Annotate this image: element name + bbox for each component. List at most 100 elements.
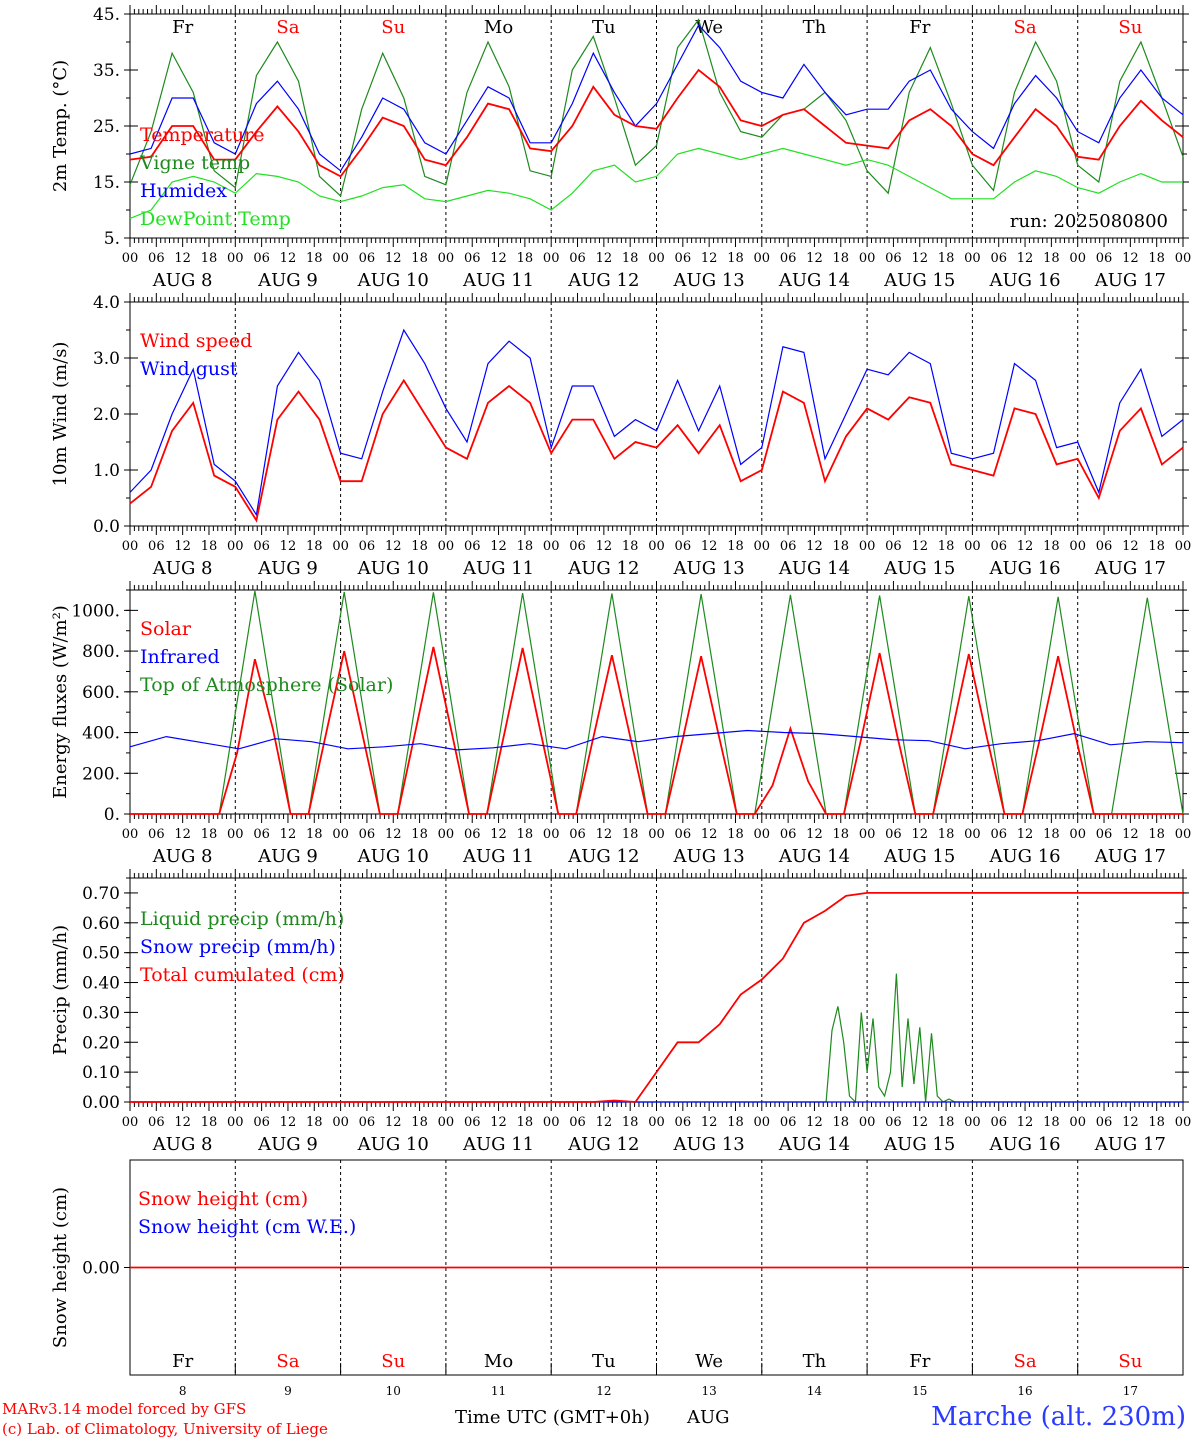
x-axis-label: Time UTC (GMT+0h)	[455, 1407, 650, 1428]
date-label: AUG 12	[567, 846, 639, 867]
hour-tick-label: 18	[1148, 251, 1165, 266]
x-axis-month: AUG	[686, 1407, 730, 1428]
legend-entry: Solar	[140, 618, 192, 640]
y-axis-label: Energy fluxes (W/m²)	[50, 605, 71, 799]
hour-tick-label: 00	[122, 251, 139, 266]
hour-tick-label: 00	[1175, 827, 1192, 842]
panel-precip: 0.00 0.10 0.20 0.30 0.40 0.50 0.60 0.70 Precip (…	[50, 869, 1191, 1155]
y-axis-label: Snow height (cm)	[50, 1187, 71, 1348]
hour-tick-label: 12	[701, 1115, 718, 1130]
hour-tick-label: 18	[306, 539, 323, 554]
hour-tick-label: 18	[411, 539, 428, 554]
hour-tick-label: 12	[174, 539, 191, 554]
y-tick-label: 4.0	[93, 293, 120, 313]
hour-tick-label: 06	[675, 1115, 692, 1130]
date-label: AUG 14	[778, 270, 850, 291]
hour-tick-label: 18	[1043, 539, 1060, 554]
hour-tick-label: 18	[1148, 539, 1165, 554]
hour-tick-label: 00	[648, 539, 665, 554]
weekday-label: Mo	[484, 1351, 513, 1372]
hour-tick-label: 00	[859, 1115, 876, 1130]
date-label: AUG 15	[883, 558, 955, 579]
day-number-label: 8	[179, 1384, 187, 1398]
y-tick-label: 400.	[82, 724, 120, 744]
weekday-label: Tu	[592, 1351, 616, 1372]
date-label: AUG 13	[673, 558, 745, 579]
day-number-label: 12	[596, 1384, 611, 1398]
hour-tick-label: 18	[201, 251, 218, 266]
hour-tick-label: 12	[490, 1115, 507, 1130]
hour-tick-label: 18	[411, 1115, 428, 1130]
hour-tick-label: 00	[438, 827, 455, 842]
hour-tick-label: 12	[490, 539, 507, 554]
hour-tick-label: 06	[464, 251, 481, 266]
y-tick-label: 45.	[93, 5, 120, 25]
hour-tick-label: 00	[964, 827, 981, 842]
hour-tick-label: 00	[438, 1115, 455, 1130]
date-label: AUG 15	[883, 270, 955, 291]
hour-tick-label: 06	[675, 251, 692, 266]
hour-tick-label: 00	[964, 251, 981, 266]
weekday-label: Sa	[276, 1351, 299, 1372]
date-label: AUG 9	[257, 1134, 318, 1155]
weekday-label: Sa	[1014, 17, 1037, 38]
hour-tick-label: 00	[648, 827, 665, 842]
hour-tick-label: 06	[780, 251, 797, 266]
day-number-label: 13	[702, 1384, 717, 1398]
y-tick-label: 0.60	[82, 914, 120, 934]
hour-tick-label: 00	[859, 539, 876, 554]
y-axis-label: Precip (mm/h)	[50, 925, 71, 1055]
hour-tick-label: 12	[174, 827, 191, 842]
date-label: AUG 8	[152, 558, 213, 579]
hour-tick-label: 06	[253, 539, 270, 554]
weekday-label: Su	[381, 17, 405, 38]
y-tick-label: 5.	[104, 229, 120, 249]
hour-tick-label: 12	[911, 251, 928, 266]
series-line	[130, 646, 1183, 815]
hour-tick-label: 00	[122, 1115, 139, 1130]
hour-tick-label: 00	[438, 539, 455, 554]
hour-tick-label: 06	[253, 1115, 270, 1130]
panel-energy: 0. 200. 400. 600. 800. 1000.Energy fluxes (W/…	[50, 581, 1191, 867]
date-label: AUG 11	[462, 846, 534, 867]
model-credit: MARv3.14 model forced by GFS	[2, 1400, 247, 1418]
hour-tick-label: 00	[227, 539, 244, 554]
hour-tick-label: 12	[280, 539, 297, 554]
date-label: AUG 16	[988, 558, 1060, 579]
hour-tick-label: 00	[227, 1115, 244, 1130]
hour-tick-label: 06	[675, 827, 692, 842]
hour-tick-label: 06	[253, 251, 270, 266]
hour-tick-label: 12	[596, 1115, 613, 1130]
hour-tick-label: 12	[280, 827, 297, 842]
date-label: AUG 12	[567, 558, 639, 579]
hour-tick-label: 18	[517, 1115, 534, 1130]
lab-credit: (c) Lab. of Climatology, University of L…	[2, 1420, 328, 1438]
series-line	[129, 328, 1184, 517]
hour-tick-label: 18	[411, 251, 428, 266]
weekday-label: Th	[803, 1351, 827, 1372]
hour-tick-label: 12	[1017, 827, 1034, 842]
run-annotation: run: 2025080800	[1010, 211, 1168, 232]
day-number-label: 11	[491, 1384, 506, 1398]
date-label: AUG 8	[152, 846, 213, 867]
hour-tick-label: 00	[332, 539, 349, 554]
legend-entry: Snow height (cm)	[138, 1188, 308, 1210]
hour-tick-label: 00	[1175, 251, 1192, 266]
hour-tick-label: 00	[332, 827, 349, 842]
hour-tick-label: 06	[148, 827, 165, 842]
hour-tick-label: 00	[1069, 827, 1086, 842]
date-label: AUG 9	[257, 270, 318, 291]
day-number-label: 10	[386, 1384, 401, 1398]
date-label: AUG 12	[567, 1134, 639, 1155]
hour-tick-label: 18	[938, 539, 955, 554]
hour-tick-label: 18	[306, 251, 323, 266]
hour-tick-label: 12	[806, 1115, 823, 1130]
legend-entry: DewPoint Temp	[140, 208, 291, 230]
hour-tick-label: 12	[1122, 827, 1139, 842]
hour-tick-label: 06	[464, 827, 481, 842]
hour-tick-label: 18	[411, 827, 428, 842]
hour-tick-label: 00	[648, 251, 665, 266]
date-label: AUG 8	[152, 270, 213, 291]
hour-tick-label: 00	[754, 251, 771, 266]
